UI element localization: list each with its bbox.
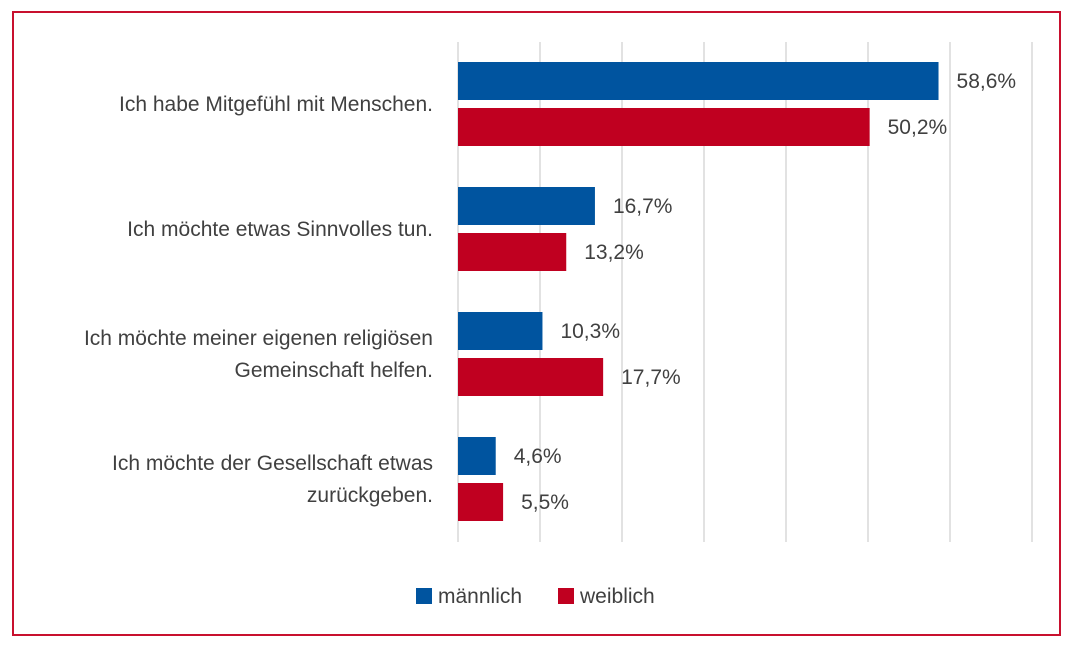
category-labels: Ich habe Mitgefühl mit Menschen. Ich möch… — [84, 93, 433, 507]
bar-maennlich — [458, 62, 939, 100]
bar-weiblich — [458, 358, 604, 396]
legend-label: männlich — [438, 585, 522, 608]
category-label: Gemeinschaft helfen. — [235, 359, 433, 382]
legend-swatch — [416, 588, 432, 604]
bar-weiblich — [458, 483, 504, 521]
legend-swatch — [558, 588, 574, 604]
value-labels: 58,6% 50,2% 16,7% 13,2% 10,3%17,7% 4,6% 5,5% — [514, 70, 1016, 514]
category-label: Ich möchte meiner eigenen religiösen — [84, 327, 433, 350]
bars — [458, 62, 939, 521]
value-label: 13,2% — [584, 241, 644, 264]
bar-maennlich — [458, 437, 496, 475]
value-label: 4,6% — [514, 445, 562, 468]
value-label: 58,6% — [957, 70, 1017, 93]
legend-label: weiblich — [579, 585, 655, 608]
bar-weiblich — [458, 233, 567, 271]
chart-frame — [12, 11, 1061, 636]
legend: männlich weiblich — [416, 585, 655, 608]
category-label: zurückgeben. — [307, 484, 433, 507]
bar-weiblich — [458, 108, 870, 146]
category-label: Ich möchte der Gesellschaft etwas — [112, 452, 433, 475]
bar-maennlich — [458, 312, 543, 350]
value-label: 16,7% — [613, 195, 673, 218]
category-label: Ich möchte etwas Sinnvolles tun. — [127, 218, 433, 241]
value-label: 50,2% — [888, 116, 948, 139]
category-label: Ich habe Mitgefühl mit Menschen. — [119, 93, 433, 116]
value-label: 17,7% — [621, 366, 681, 389]
value-label: 5,5% — [521, 491, 569, 514]
bar-maennlich — [458, 187, 595, 225]
value-label: 10,3% — [560, 320, 620, 343]
